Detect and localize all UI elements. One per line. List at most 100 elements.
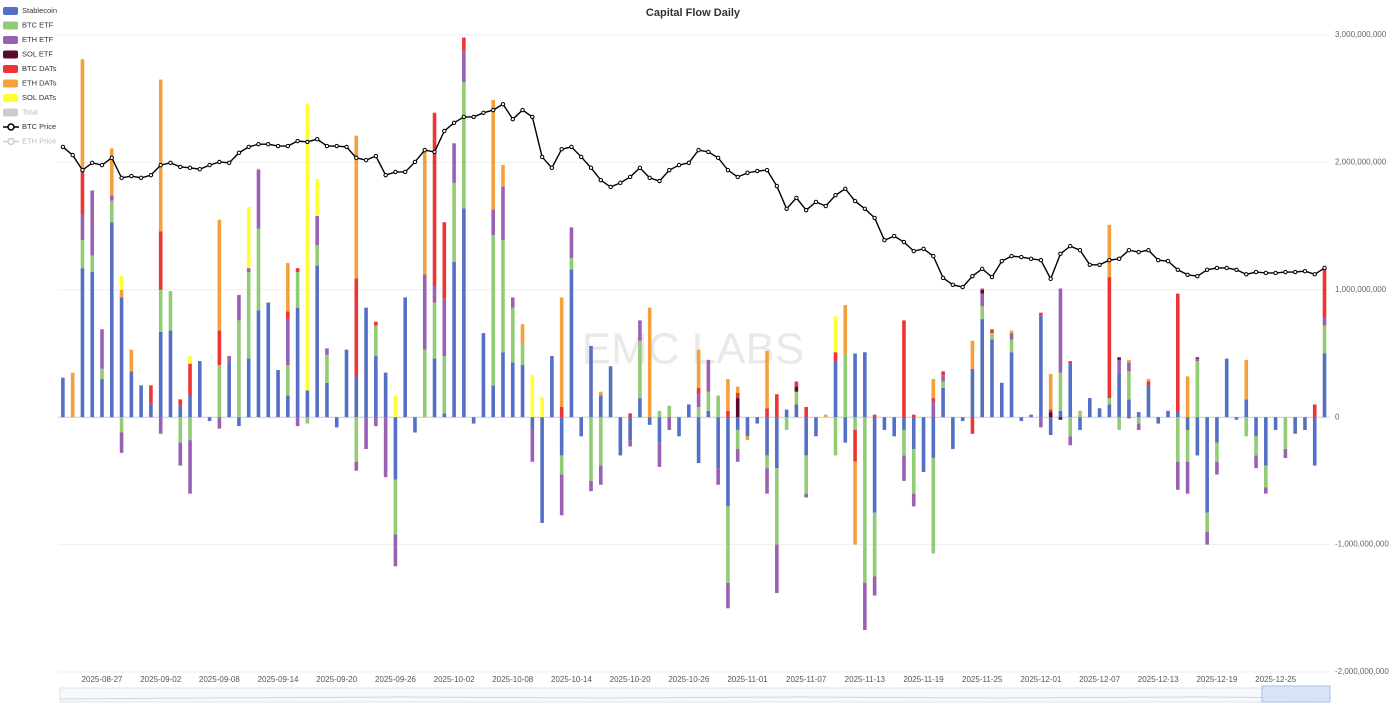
price-point (657, 178, 662, 184)
slider-window[interactable] (1261, 685, 1331, 703)
bar-segment (804, 417, 808, 456)
legend-item[interactable]: SOL ETF (3, 49, 53, 59)
bar-segment (638, 398, 642, 418)
chart-title: Capital Flow Daily (646, 7, 741, 19)
legend-item[interactable]: Stablecoin (3, 6, 57, 15)
legend-icon (3, 65, 18, 73)
bar-segment (696, 394, 701, 408)
slider-preview (59, 696, 1331, 700)
bar-segment (1244, 417, 1249, 437)
price-point (129, 173, 134, 179)
bar-segment (1185, 417, 1190, 430)
bar-segment (716, 468, 720, 485)
bar-segment (432, 112, 437, 286)
bar-segment (863, 352, 867, 418)
bar-segment (911, 493, 916, 507)
bar-segment (109, 148, 114, 196)
legend-item[interactable]: SOL DATs (3, 93, 56, 102)
price-point (1185, 272, 1190, 277)
bar-segment (1195, 357, 1200, 359)
bar-segment (217, 330, 222, 365)
bar-segment (501, 164, 505, 187)
bar-segment (853, 353, 857, 418)
price-point (647, 175, 652, 181)
zoom-slider[interactable] (59, 685, 1331, 703)
bar-segment (657, 417, 662, 443)
bar-segment (1117, 372, 1121, 418)
bar-segment (706, 410, 711, 418)
legend-item[interactable]: ETH DATs (3, 78, 57, 88)
price-point (618, 180, 623, 186)
legend-item[interactable]: ETH Price (3, 136, 56, 145)
legend-item[interactable]: ETH ETF (3, 35, 54, 44)
y-tick-label: 2,000,000,000 (1335, 158, 1387, 167)
bar-segment (696, 417, 701, 464)
bar-segment (1117, 359, 1121, 373)
bar-segment (726, 582, 730, 609)
price-point (285, 143, 291, 149)
bar-segment (139, 385, 143, 418)
bar-segment (765, 408, 769, 418)
price-point (178, 164, 183, 170)
bar-segment (315, 265, 319, 418)
price-point (158, 162, 163, 168)
bar-segment (1195, 358, 1200, 362)
bar-segment (589, 480, 593, 492)
bar-segment (647, 307, 652, 418)
bar-segment (716, 417, 720, 469)
bar-segment (276, 370, 280, 418)
price-point (715, 155, 721, 161)
bar-segment (1029, 414, 1033, 418)
bar-segment (188, 440, 192, 494)
bar-segment (422, 149, 427, 275)
bar-segment (354, 417, 359, 462)
bar-segment (980, 319, 985, 418)
bar-segment (520, 364, 525, 418)
price-point (1195, 273, 1200, 279)
bar-segment (1097, 408, 1102, 418)
bar-segment (491, 235, 496, 386)
legend-item[interactable]: Total (3, 107, 38, 117)
bar-segment (149, 403, 153, 418)
bar-segment (217, 364, 222, 418)
price-point (862, 206, 868, 212)
bar-segment (980, 288, 985, 290)
legend-item[interactable]: BTC DATs (3, 64, 57, 73)
bar-segment (383, 372, 388, 418)
price-point (461, 114, 467, 120)
legend-item[interactable]: BTC Price (3, 122, 56, 131)
bar-segment (246, 358, 251, 418)
price-point (1087, 262, 1092, 267)
bar-segment (481, 333, 486, 418)
bar-segment (1322, 353, 1327, 418)
bar-segment (1078, 413, 1082, 418)
price-point (1068, 243, 1073, 249)
bar-segment (990, 329, 994, 334)
bar-segment (188, 395, 192, 418)
bar-segment (882, 417, 887, 430)
price-point (324, 143, 330, 149)
bar-segment (941, 381, 945, 388)
bar-segment (794, 381, 799, 387)
bar-segment (598, 395, 603, 418)
x-tick-label: 2025-12-01 (1020, 675, 1061, 684)
bar-segment (237, 294, 241, 321)
bar-segment (1107, 224, 1112, 278)
bar-segment (1312, 417, 1317, 466)
bar-segment (559, 474, 564, 516)
price-point (451, 120, 457, 126)
bar-segment (598, 417, 603, 466)
price-point (1048, 276, 1053, 282)
bar-segment (90, 190, 95, 256)
bar-segment (295, 417, 300, 427)
bar-segment (501, 186, 505, 241)
bar-segment (422, 274, 427, 350)
bar-segment (853, 429, 857, 462)
bar-segment (119, 432, 124, 453)
bar-segment (618, 417, 623, 456)
legend-item[interactable]: BTC ETF (3, 20, 54, 30)
bar-segment (872, 414, 877, 418)
price-point (383, 172, 388, 178)
bar-segment (462, 37, 466, 51)
legend-label: Total (22, 107, 38, 116)
